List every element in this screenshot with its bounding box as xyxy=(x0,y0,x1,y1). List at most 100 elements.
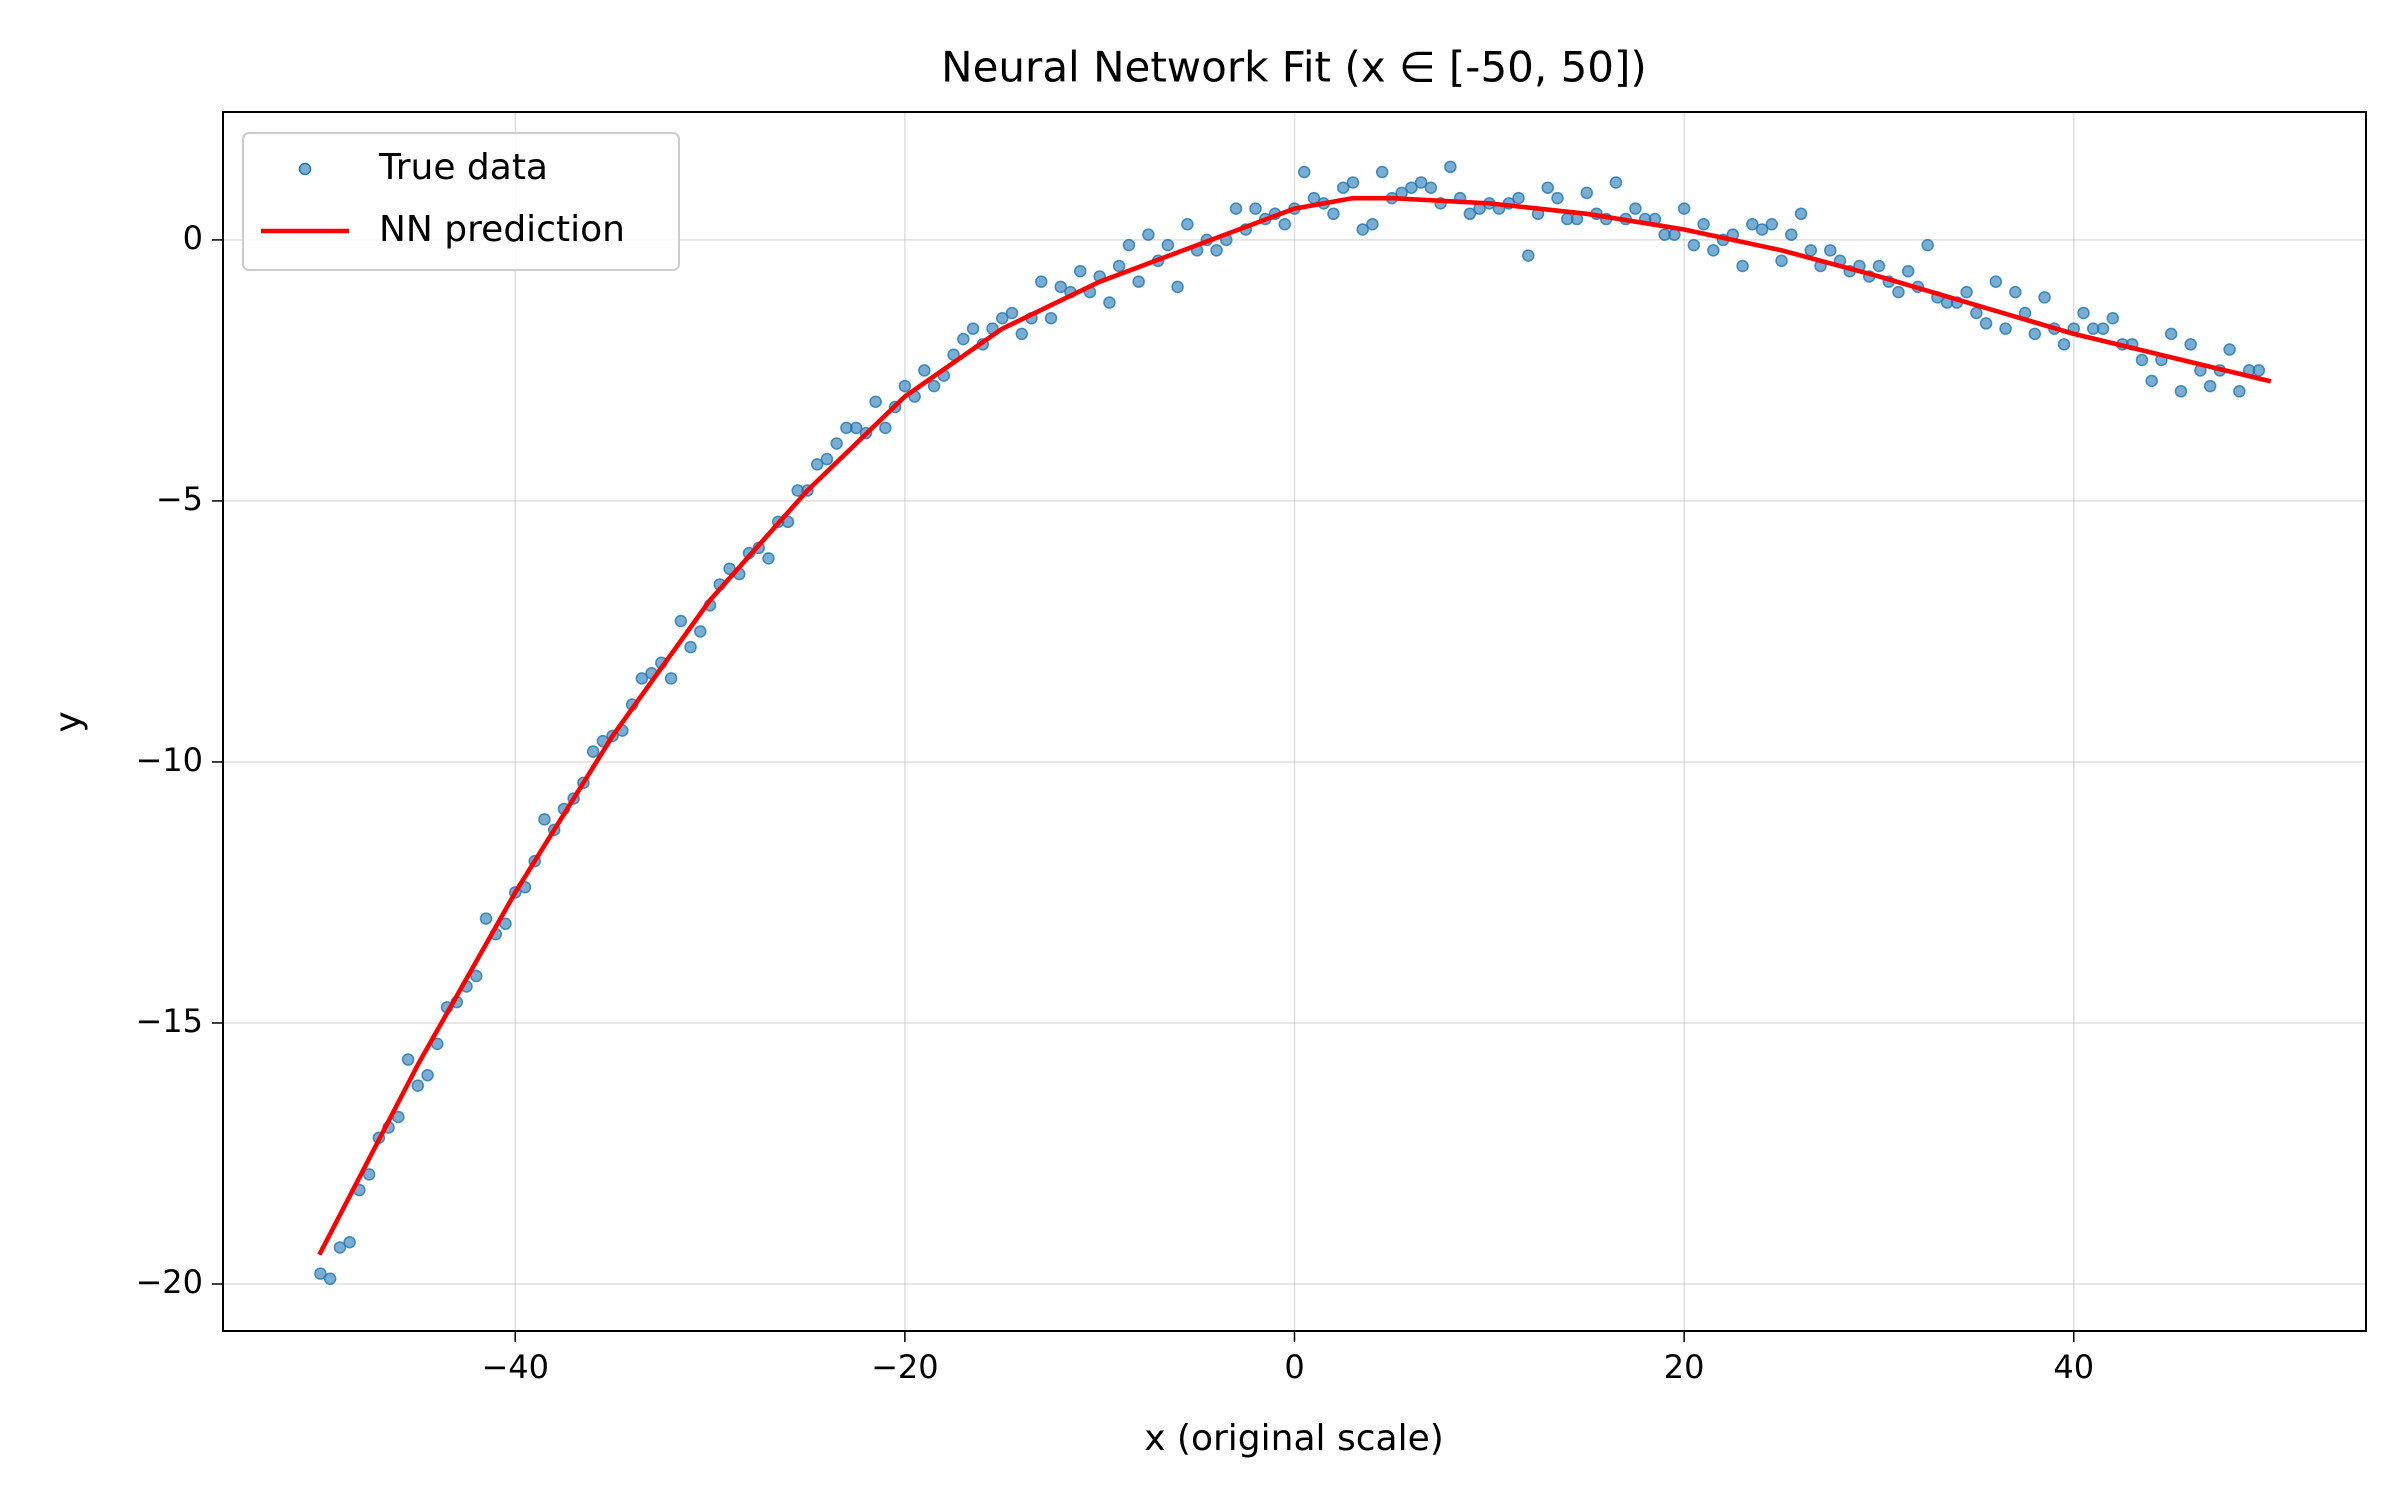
data-point xyxy=(1346,176,1360,189)
data-point xyxy=(421,1068,434,1082)
x-axis-label: x (original scale) xyxy=(1144,1418,1444,1459)
legend-box xyxy=(242,132,680,271)
plot-frame xyxy=(222,111,2367,1332)
data-point xyxy=(820,452,834,466)
data-point xyxy=(762,552,775,565)
data-point xyxy=(538,813,551,826)
legend-label: NN prediction xyxy=(379,209,625,250)
data-point xyxy=(362,1168,376,1181)
data-point xyxy=(1794,207,1808,221)
data-point xyxy=(1034,275,1048,288)
data-point xyxy=(323,1272,337,1286)
data-point xyxy=(996,311,1009,325)
data-point xyxy=(1405,181,1418,194)
data-point xyxy=(1327,207,1340,221)
data-point xyxy=(401,1053,415,1066)
data-point xyxy=(674,614,688,628)
prediction-line xyxy=(317,195,2272,1256)
data-point xyxy=(1551,191,1564,205)
data-point xyxy=(1229,202,1243,215)
data-point xyxy=(1765,217,1779,231)
data-point xyxy=(830,437,843,450)
data-point xyxy=(869,395,882,408)
data-point xyxy=(470,969,483,983)
data-point xyxy=(1901,264,1915,278)
data-point xyxy=(1872,259,1886,273)
data-point xyxy=(810,458,824,471)
data-point xyxy=(966,322,980,335)
data-point xyxy=(2077,306,2090,320)
data-point xyxy=(1444,160,1457,174)
y-tick-label: −5 xyxy=(156,480,203,518)
data-point xyxy=(1921,238,1934,252)
data-point xyxy=(1054,280,1067,294)
data-point xyxy=(1414,176,1428,189)
y-axis-label: y xyxy=(48,711,89,732)
data-point xyxy=(2057,338,2071,351)
data-point xyxy=(1677,202,1691,215)
x-tick-label: 40 xyxy=(2053,1348,2094,1386)
data-point xyxy=(2252,364,2266,377)
data-point xyxy=(1463,207,1477,221)
data-point xyxy=(1580,186,1593,200)
x-tick-label: −20 xyxy=(871,1348,939,1386)
data-point xyxy=(1707,244,1720,257)
data-point xyxy=(2009,285,2022,299)
data-point xyxy=(1073,264,1087,278)
y-tick-label: −10 xyxy=(135,741,203,779)
data-point xyxy=(1522,249,1535,262)
data-point xyxy=(684,640,697,654)
data-point xyxy=(1249,202,1262,215)
data-point xyxy=(1210,244,1223,257)
chart-title: Neural Network Fit (x ∈ [-50, 50]) xyxy=(941,43,1647,92)
data-point xyxy=(1512,191,1525,205)
data-point xyxy=(927,379,941,393)
data-point xyxy=(635,672,649,685)
data-point xyxy=(1044,311,1058,325)
data-point xyxy=(1132,275,1145,288)
data-point xyxy=(2145,374,2158,388)
data-point xyxy=(849,421,863,435)
data-point xyxy=(1122,238,1136,252)
legend-marker xyxy=(298,162,312,176)
data-point xyxy=(1103,296,1116,309)
data-point xyxy=(1755,223,1769,236)
data-point xyxy=(1609,176,1623,189)
data-point xyxy=(1181,217,1194,231)
y-tick-label: −15 xyxy=(135,1002,203,1040)
data-point xyxy=(411,1079,425,1092)
data-point xyxy=(2106,311,2119,325)
data-point xyxy=(2174,385,2188,398)
data-point xyxy=(1989,275,2003,288)
data-point xyxy=(1736,259,1749,273)
data-point xyxy=(2135,353,2149,367)
data-point xyxy=(1142,228,1155,241)
data-point xyxy=(1629,202,1642,215)
data-point xyxy=(664,672,678,685)
data-point xyxy=(2096,322,2110,335)
data-point xyxy=(1746,217,1759,231)
data-point xyxy=(694,625,707,638)
legend: True data NN prediction xyxy=(242,132,680,271)
data-point xyxy=(918,364,931,377)
data-point xyxy=(1297,165,1311,179)
data-point xyxy=(1960,285,1973,299)
data-point xyxy=(1999,322,2012,335)
data-point xyxy=(1336,181,1350,194)
data-point xyxy=(1161,238,1175,252)
x-tick-label: 20 xyxy=(1664,1348,1705,1386)
data-point xyxy=(898,379,912,393)
data-point xyxy=(1424,181,1438,194)
data-point xyxy=(343,1236,356,1249)
data-point xyxy=(1278,217,1292,231)
data-point xyxy=(1366,217,1379,231)
data-point xyxy=(1775,254,1788,268)
data-point xyxy=(2038,291,2051,304)
data-point xyxy=(2184,338,2197,351)
data-point xyxy=(1015,327,1029,341)
data-point xyxy=(1541,181,1555,194)
data-point xyxy=(1892,285,1905,299)
data-point xyxy=(1824,244,1837,257)
